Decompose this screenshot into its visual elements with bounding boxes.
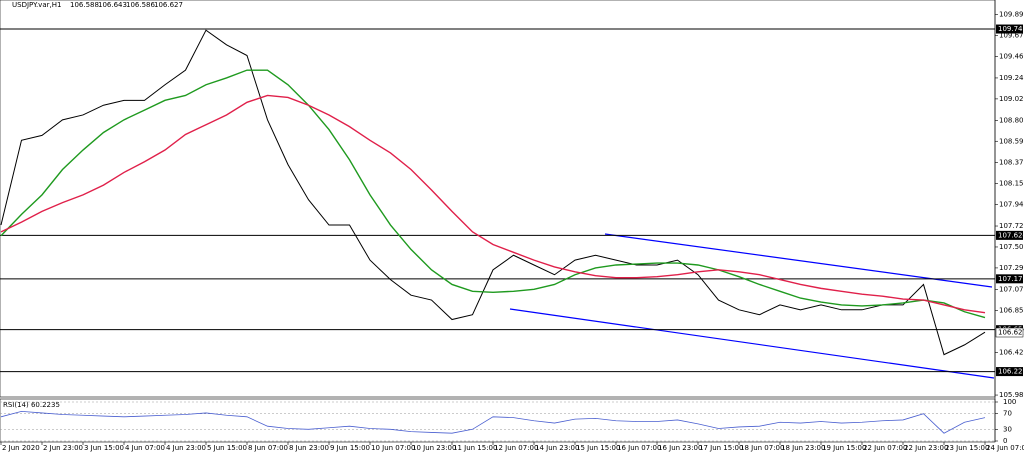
rsi-panel — [0, 398, 996, 443]
rsi-tick-label: 100 — [1003, 398, 1016, 406]
moving-average — [0, 94, 986, 314]
level-box — [996, 230, 1023, 240]
moving-average — [0, 69, 986, 319]
x-tick-label: 23 Jun 15:00 — [945, 444, 989, 452]
x-tick-label: 12 Jun 07:00 — [494, 444, 538, 452]
x-tick-label: 9 Jun 15:00 — [330, 444, 370, 452]
y-tick-label: 109.24 — [999, 74, 1024, 82]
x-tick-label: 2 Jun 2020 — [2, 444, 40, 452]
x-tick-label: 18 Jun 07:00 — [740, 444, 784, 452]
level-label: 106.226 — [998, 368, 1024, 376]
chart-title: USDJPY.var,H1 — [12, 1, 61, 9]
ohlc-value: 106.586 — [126, 1, 155, 9]
y-tick-label: 107.29 — [999, 264, 1024, 272]
x-tick-label: 10 Jun 23:00 — [412, 444, 456, 452]
level-box — [996, 274, 1023, 284]
ohlc-value: 106.627 — [154, 1, 183, 9]
x-tick-label: 5 Jun 15:00 — [207, 444, 247, 452]
x-tick-label: 14 Jun 23:00 — [535, 444, 579, 452]
level-box — [996, 24, 1023, 34]
level-label: 109.742 — [998, 25, 1024, 33]
price-box — [995, 327, 1024, 338]
x-tick-label: 2 Jun 23:00 — [43, 444, 83, 452]
x-tick-label: 4 Jun 23:00 — [166, 444, 206, 452]
y-tick-label: 108.155 — [999, 180, 1024, 188]
x-tick-label: 18 Jun 23:00 — [781, 444, 825, 452]
y-tick-label: 107.505 — [999, 243, 1024, 251]
x-tick-label: 8 Jun 23:00 — [289, 444, 329, 452]
price-line — [0, 29, 986, 356]
y-tick-label: 105.985 — [999, 391, 1024, 399]
ohlc-value: 106.588 — [70, 1, 99, 9]
y-tick-label: 109.89 — [999, 11, 1024, 19]
x-tick-label: 19 Jun 15:00 — [822, 444, 866, 452]
y-tick-label: 106.855 — [999, 306, 1024, 314]
y-tick-label: 109.025 — [999, 95, 1024, 103]
y-tick-label: 108.59 — [999, 137, 1024, 145]
x-tick-label: 10 Jun 07:00 — [371, 444, 415, 452]
y-tick-label: 108.37 — [999, 159, 1024, 167]
x-tick-label: 22 Jun 23:00 — [904, 444, 948, 452]
y-tick-label: 106.42 — [999, 349, 1024, 357]
y-tick-label: 109.675 — [999, 32, 1024, 40]
channel-upper — [604, 233, 993, 288]
x-tick-label: 4 Jun 07:00 — [125, 444, 165, 452]
rsi-line — [0, 410, 986, 434]
rsi-title: RSI(14) 60.2235 — [3, 401, 60, 409]
price-label: 106.627 — [998, 329, 1024, 337]
x-tick-label: 3 Jun 15:00 — [84, 444, 124, 452]
level-box — [996, 367, 1023, 377]
x-tick-label: 24 Jun 07:00 — [986, 444, 1024, 452]
x-tick-label: 11 Jun 15:00 — [453, 444, 497, 452]
main-panel — [0, 0, 996, 398]
x-tick-label: 15 Jun 15:00 — [576, 444, 620, 452]
y-tick-label: 107.72 — [999, 222, 1024, 230]
rsi-tick-label: 0 — [1003, 437, 1007, 445]
ohlc-value: 106.643 — [98, 1, 127, 9]
x-tick-label: 8 Jun 07:00 — [248, 444, 288, 452]
y-tick-label: 107.94 — [999, 201, 1024, 209]
x-tick-label: 17 Jun 15:00 — [699, 444, 743, 452]
y-tick-label: 108.805 — [999, 116, 1024, 124]
x-tick-label: 16 Jun 07:00 — [617, 444, 661, 452]
rsi-tick-label: 30 — [1003, 425, 1012, 433]
channel-lower — [509, 308, 995, 379]
level-label: 107.624 — [998, 231, 1024, 239]
x-tick-label: 16 Jun 23:00 — [658, 444, 702, 452]
rsi-tick-label: 70 — [1003, 410, 1012, 418]
level-label: 107.178 — [998, 275, 1024, 283]
x-tick-label: 22 Jun 07:00 — [863, 444, 907, 452]
y-tick-label: 107.07 — [999, 285, 1024, 293]
y-tick-label: 109.46 — [999, 53, 1024, 61]
